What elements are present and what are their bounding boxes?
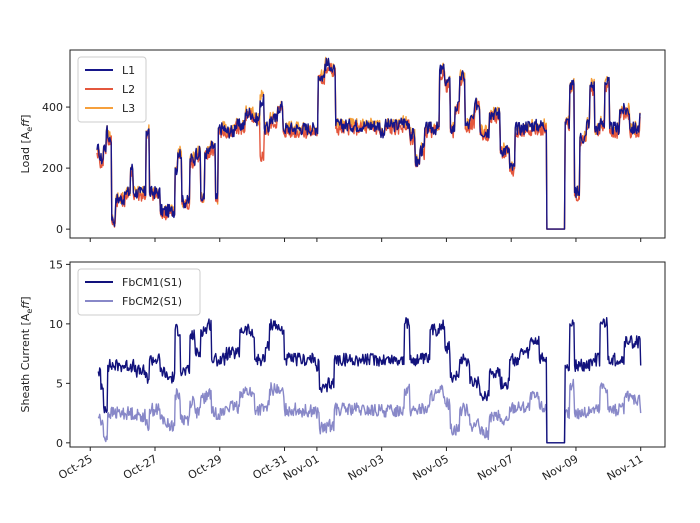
- y-tick-label: 10: [49, 318, 63, 331]
- y-axis-label-sub: e: [25, 127, 34, 132]
- legend: L1 L2 L3: [77, 56, 147, 123]
- y-tick-label: 400: [42, 101, 63, 114]
- y-axis-label-italic: ff: [19, 300, 32, 309]
- y-axis-label-end: ]: [19, 115, 32, 119]
- legend-box: [77, 268, 201, 316]
- x-tick-label: Nov-09: [540, 452, 580, 483]
- series-line-l2: [96, 62, 641, 230]
- x-tick-label: Nov-11: [605, 452, 645, 483]
- series-line-fbcm2-s1-: [97, 378, 642, 444]
- x-tick-label: Nov-01: [281, 452, 321, 483]
- x-tick-label: Nov-07: [475, 452, 515, 483]
- y-axis-label-main: Sheath Current [A: [19, 313, 32, 412]
- x-tick-label: Nov-03: [346, 452, 386, 483]
- series-line-fbcm1-s1-: [97, 317, 642, 444]
- axes-frame: [69, 49, 666, 239]
- series-line-l3: [96, 56, 641, 230]
- y-tick-label: 5: [56, 377, 63, 390]
- y-axis-label-italic: ff: [19, 118, 32, 127]
- axes-frame: [69, 261, 666, 448]
- y-tick-label: 0: [56, 437, 63, 450]
- y-tick-label: 0: [56, 223, 63, 236]
- x-tick-label: Oct-27: [121, 452, 160, 482]
- legend: FbCM1(S1) FbCM2(S1): [77, 268, 201, 316]
- y-tick-label: 200: [42, 162, 63, 175]
- series-line-l1: [96, 57, 641, 230]
- y-axis-label-sub: e: [25, 309, 34, 314]
- y-tick-label: 15: [49, 258, 63, 271]
- x-tick-label: Nov-05: [411, 452, 451, 483]
- legend-label: L1: [122, 64, 135, 77]
- y-axis-label-main: Load [A: [19, 131, 32, 173]
- legend-label: FbCM2(S1): [122, 295, 182, 308]
- legend-label: FbCM1(S1): [122, 276, 182, 289]
- legend-label: L2: [122, 83, 135, 96]
- y-axis-label: Load [Aeff]: [19, 115, 34, 174]
- legend-label: L3: [122, 102, 135, 115]
- y-axis-label-end: ]: [19, 296, 32, 300]
- y-axis-label: Sheath Current [Aeff]: [19, 296, 34, 412]
- x-tick-label: Oct-29: [186, 452, 225, 482]
- x-tick-label: Oct-25: [56, 452, 95, 482]
- subplot-1: 0 200 400 Load [Aeff] L1 L2 L3: [19, 49, 666, 242]
